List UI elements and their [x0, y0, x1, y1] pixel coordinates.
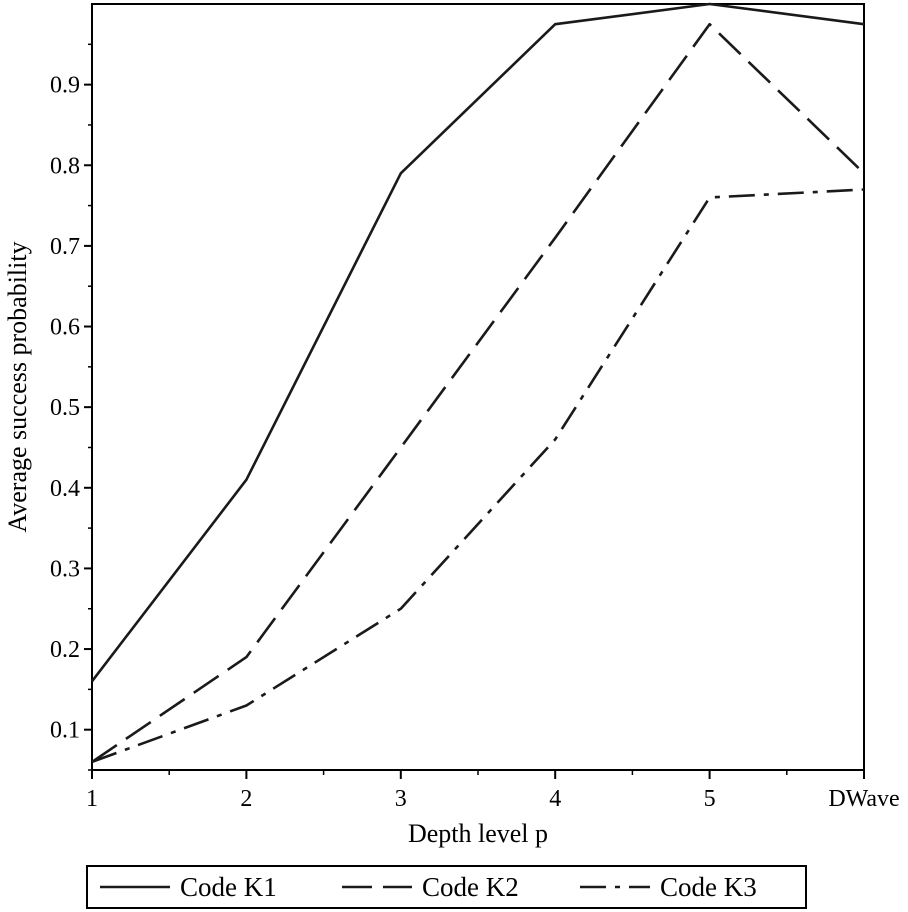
y-tick-label: 0.9	[50, 73, 80, 99]
x-tick-label: 4	[549, 786, 561, 812]
x-tick-label: 5	[704, 786, 716, 812]
y-tick-label: 0.8	[50, 153, 80, 179]
y-tick-label: 0.7	[50, 234, 80, 260]
y-tick-label: 0.5	[50, 395, 80, 421]
plot-frame	[91, 3, 865, 771]
x-tick-label: 2	[240, 786, 252, 812]
legend-label: Code K2	[422, 872, 519, 902]
legend-label: Code K3	[660, 872, 757, 902]
y-axis-ticks: 0.1 0.2 0.3 0.4 0.5 0.6 0.7 0.8 0.9	[50, 43, 92, 771]
y-tick-label: 0.1	[50, 718, 80, 744]
legend-box	[86, 865, 807, 909]
y-tick-label: 0.4	[50, 476, 80, 502]
legend-label: Code K1	[180, 872, 277, 902]
legend: Code K1 Code K2 Code K3	[86, 865, 807, 909]
y-tick-label: 0.6	[50, 315, 80, 341]
x-axis-ticks: 1 2 3 4 5 DWave	[86, 770, 900, 812]
series-line-code-k2	[91, 22, 865, 763]
y-axis-title: Average success probability	[3, 241, 32, 532]
y-tick-label: 0.3	[50, 556, 80, 582]
series-line-code-k1	[90, 2, 865, 683]
x-tick-label: DWave	[828, 786, 899, 812]
series-lines	[90, 2, 865, 764]
x-tick-label: 3	[395, 786, 407, 812]
series-line-code-k3	[91, 188, 865, 764]
x-axis-title: Depth level p	[408, 819, 548, 848]
legend-items: Code K1 Code K2 Code K3	[100, 872, 757, 902]
x-tick-label: 1	[86, 786, 98, 812]
y-tick-label: 0.2	[50, 637, 80, 663]
